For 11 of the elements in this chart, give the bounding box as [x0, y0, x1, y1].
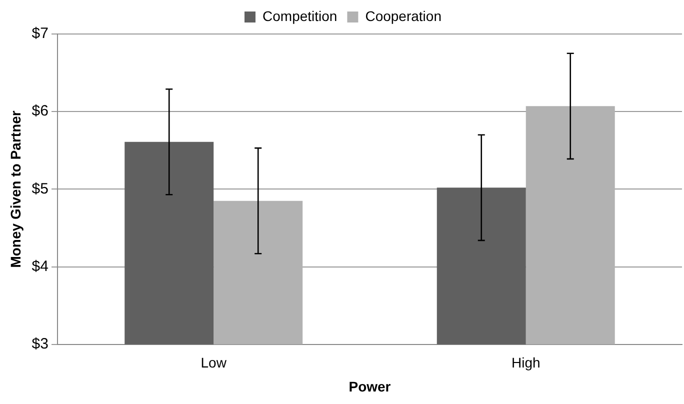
- legend-label: Competition: [262, 8, 338, 24]
- x-tick-label: Low: [200, 354, 228, 371]
- y-tick-label: $7: [32, 25, 48, 42]
- x-tick-label: High: [511, 354, 540, 371]
- y-tick-label: $5: [32, 180, 48, 198]
- y-tick-label: $4: [32, 258, 48, 275]
- x-axis-title: Power: [348, 378, 392, 394]
- legend-label: Cooperation: [365, 8, 442, 24]
- y-tick-label: $3: [32, 336, 48, 353]
- y-axis-title: Money Given to Partner: [7, 110, 24, 268]
- y-tick-label: $6: [32, 102, 48, 120]
